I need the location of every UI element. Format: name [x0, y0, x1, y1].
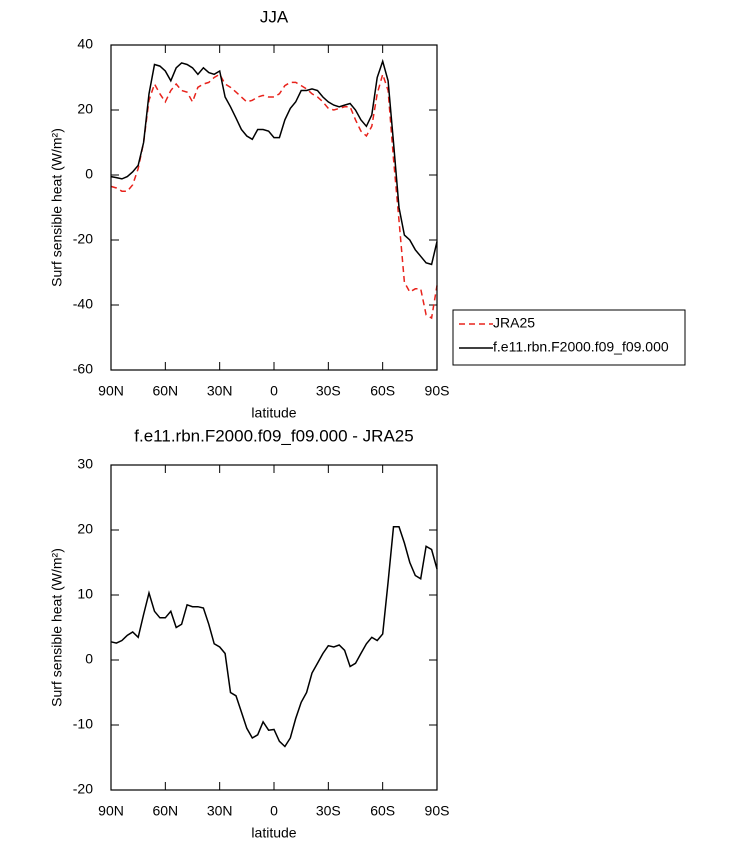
- y-tick-label: 20: [77, 101, 93, 117]
- chart-title: f.e11.rbn.F2000.f09_f09.000 - JRA25: [134, 426, 413, 445]
- y-tick-label: -20: [73, 781, 93, 797]
- y-tick-label: 0: [85, 166, 93, 182]
- y-tick-label: -20: [73, 231, 93, 247]
- y-tick-label: -10: [73, 716, 93, 732]
- x-tick-label: 60N: [152, 803, 178, 819]
- x-tick-label: 90N: [98, 383, 124, 399]
- x-tick-label: 0: [270, 383, 278, 399]
- y-axis-label: Surf sensible heat (W/m²): [49, 128, 65, 287]
- legend-box: [452, 309, 686, 366]
- y-tick-label: 0: [85, 651, 93, 667]
- x-tick-label: 90S: [425, 383, 450, 399]
- legend-label: f.e11.rbn.F2000.f09_f09.000: [493, 339, 669, 355]
- y-tick-label: -60: [73, 361, 93, 377]
- x-tick-label: 60S: [370, 803, 395, 819]
- y-tick-label: 30: [77, 456, 93, 472]
- chart-title: JJA: [260, 7, 289, 26]
- x-tick-label: 60N: [152, 383, 178, 399]
- x-tick-label: 90S: [425, 803, 450, 819]
- y-axis-label: Surf sensible heat (W/m²): [49, 548, 65, 707]
- legend: JRA25 f.e11.rbn.F2000.f09_f09.000: [452, 309, 686, 366]
- data-line: [110, 71, 438, 320]
- plot-frame: [110, 44, 438, 371]
- x-tick-label: 90N: [98, 803, 124, 819]
- data-line: [110, 526, 438, 748]
- x-tick-label: 30S: [316, 383, 341, 399]
- legend-label: JRA25: [493, 315, 535, 331]
- plot-frame: [110, 464, 438, 791]
- y-tick-label: 20: [77, 521, 93, 537]
- y-tick-label: 40: [77, 36, 93, 52]
- x-axis-label: latitude: [251, 405, 296, 421]
- data-line: [110, 58, 438, 266]
- x-tick-label: 30S: [316, 803, 341, 819]
- x-tick-label: 30N: [207, 383, 233, 399]
- x-tick-label: 0: [270, 803, 278, 819]
- x-tick-label: 30N: [207, 803, 233, 819]
- x-axis-label: latitude: [251, 825, 296, 841]
- x-tick-label: 60S: [370, 383, 395, 399]
- y-tick-label: 10: [77, 586, 93, 602]
- y-tick-label: -40: [73, 296, 93, 312]
